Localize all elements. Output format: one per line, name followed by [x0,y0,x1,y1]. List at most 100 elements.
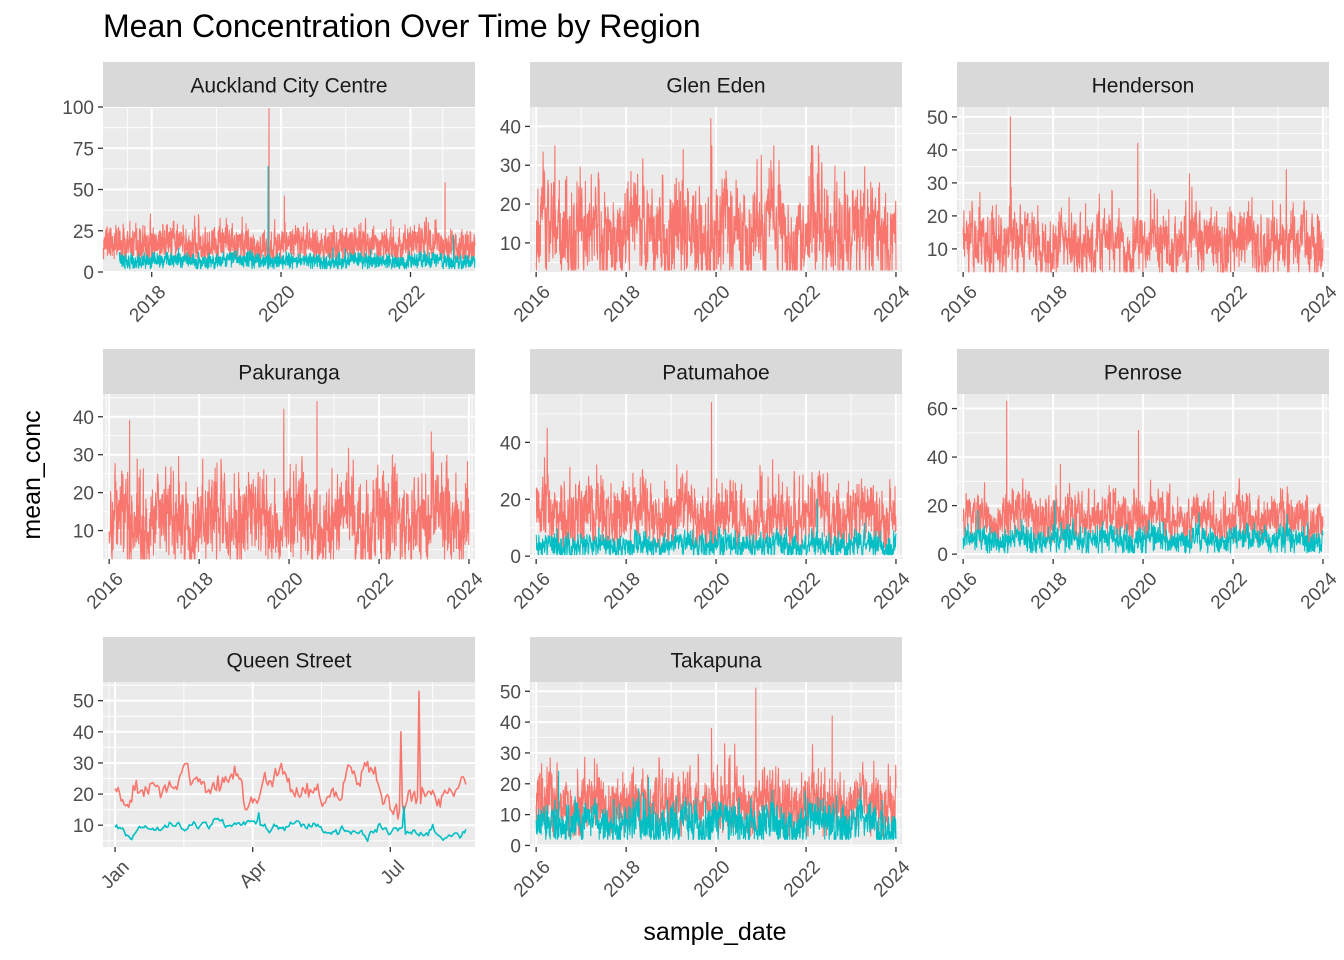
x-tick-label: 2016 [510,857,555,902]
x-tick-label: 2018 [600,857,645,902]
y-tick-label: 10 [73,816,94,837]
y-tick-label: 25 [73,222,94,243]
facet-strip: Takapuna [530,637,902,682]
facet-strip-label: Henderson [1092,75,1195,98]
x-tick-label: 2020 [690,569,735,614]
series-line-2 [962,500,1324,554]
x-tick-label: 2020 [1117,569,1162,614]
series-line-1 [962,400,1324,543]
x-tick-label: 2020 [1117,282,1162,327]
facet-strip: Glen Eden [530,62,902,107]
y-tick-label: 20 [500,490,521,511]
x-tick-label: 2022 [780,857,825,902]
x-tick-label: 2022 [1207,282,1252,327]
facet-panel-glen-eden: 10 20 30 40 2016 2018 2020 2022 2024 [500,107,915,326]
x-tick-label: 2024 [1297,281,1342,326]
y-tick-label: 40 [500,433,521,454]
x-tick-label: 2016 [83,569,128,614]
y-tick-label: 40 [73,723,94,744]
facet-panel-pakuranga: 10 20 30 40 2016 2018 2020 2022 2024 [73,394,488,613]
x-tick-label: Apr [236,856,272,892]
series-line-2 [535,770,897,840]
series-line-1 [114,690,467,820]
series-line-1 [535,118,897,271]
y-axis-title: mean_conc [18,410,46,539]
y-tick-label: 20 [500,195,521,216]
x-tick-label: 2020 [690,857,735,902]
y-tick-label: 0 [510,836,521,857]
y-tick-label: 30 [927,174,948,195]
y-tick-label: 50 [73,692,94,713]
x-tick-label: 2024 [1297,568,1342,613]
chart-title: Mean Concentration Over Time by Region [103,8,701,44]
x-tick-label: 2018 [1027,282,1072,327]
x-tick-label: 2022 [353,569,398,614]
y-tick-label: 20 [500,775,521,796]
facet-panel-auckland-city-centre: 0 25 50 75 100 2018 2020 2022 [62,98,476,327]
x-tick-label: 2024 [870,856,915,901]
y-tick-label: 40 [500,713,521,734]
y-tick-label: 100 [62,98,94,119]
facet-panel-queen-street: 10 20 30 40 50 Jan Apr Jul [73,682,475,893]
facet-strip-label: Glen Eden [666,75,765,98]
panel-background [103,682,475,847]
facet-strip-label: Pakuranga [238,362,340,385]
facet-strip-label: Takapuna [670,650,761,673]
x-tick-label: 2016 [937,282,982,327]
y-tick-label: 30 [500,744,521,765]
y-tick-label: 30 [500,156,521,177]
y-tick-label: 10 [927,240,948,261]
facet-strip: Queen Street [103,637,475,682]
y-tick-label: 60 [927,400,948,421]
series-line-1 [108,401,470,560]
x-tick-label: 2016 [937,569,982,614]
facet-panel-henderson: 10 20 30 40 50 2016 2018 2020 2022 2024 [927,107,1342,326]
y-tick-label: 20 [927,207,948,228]
facet-strip: Auckland City Centre [103,62,475,107]
series-line-2 [118,165,476,270]
x-tick-label: 2016 [510,569,555,614]
series-line-1 [102,108,476,260]
x-tick-label: 2018 [1027,569,1072,614]
y-tick-label: 40 [73,408,94,429]
x-tick-label: 2022 [384,282,429,327]
x-tick-label: 2022 [1207,569,1252,614]
x-tick-label: Jul [377,857,409,889]
facet-strip: Pakuranga [103,349,475,394]
y-tick-label: 0 [937,545,948,566]
facet-strip-label: Penrose [1104,362,1182,385]
y-tick-label: 0 [83,263,94,284]
x-tick-label: 2022 [780,282,825,327]
y-tick-label: 10 [500,806,521,827]
y-tick-label: 20 [927,497,948,518]
x-tick-label: 2020 [690,282,735,327]
facet-strip-label: Patumahoe [662,362,769,385]
x-tick-label: 2024 [443,568,488,613]
facet-strip-label: Queen Street [227,650,352,673]
y-tick-label: 40 [500,117,521,138]
y-tick-label: 30 [73,754,94,775]
y-tick-label: 20 [73,785,94,806]
x-tick-label: 2018 [600,569,645,614]
x-tick-label: 2018 [173,569,218,614]
series-line-2 [535,498,897,556]
x-tick-label: 2018 [600,282,645,327]
y-tick-label: 50 [927,108,948,129]
y-tick-label: 50 [500,682,521,703]
x-axis-title: sample_date [643,918,786,946]
series-line-1 [962,116,1324,273]
facet-strip: Patumahoe [530,349,902,394]
y-tick-label: 0 [510,547,521,568]
facet-strip: Penrose [957,349,1329,394]
facet-strip: Henderson [957,62,1329,107]
series-line-1 [535,401,897,549]
y-tick-label: 50 [73,181,94,202]
y-tick-label: 75 [73,139,94,160]
x-tick-label: 2024 [870,568,915,613]
y-tick-label: 40 [927,448,948,469]
facet-panel-takapuna: 0 10 20 30 40 50 2016 2018 2020 2022 2024 [500,682,915,901]
facet-panel-penrose: 0 20 40 60 2016 2018 2020 2022 2024 [927,394,1342,613]
series-line-2 [114,805,467,843]
facet-strip-label: Auckland City Centre [190,75,387,98]
